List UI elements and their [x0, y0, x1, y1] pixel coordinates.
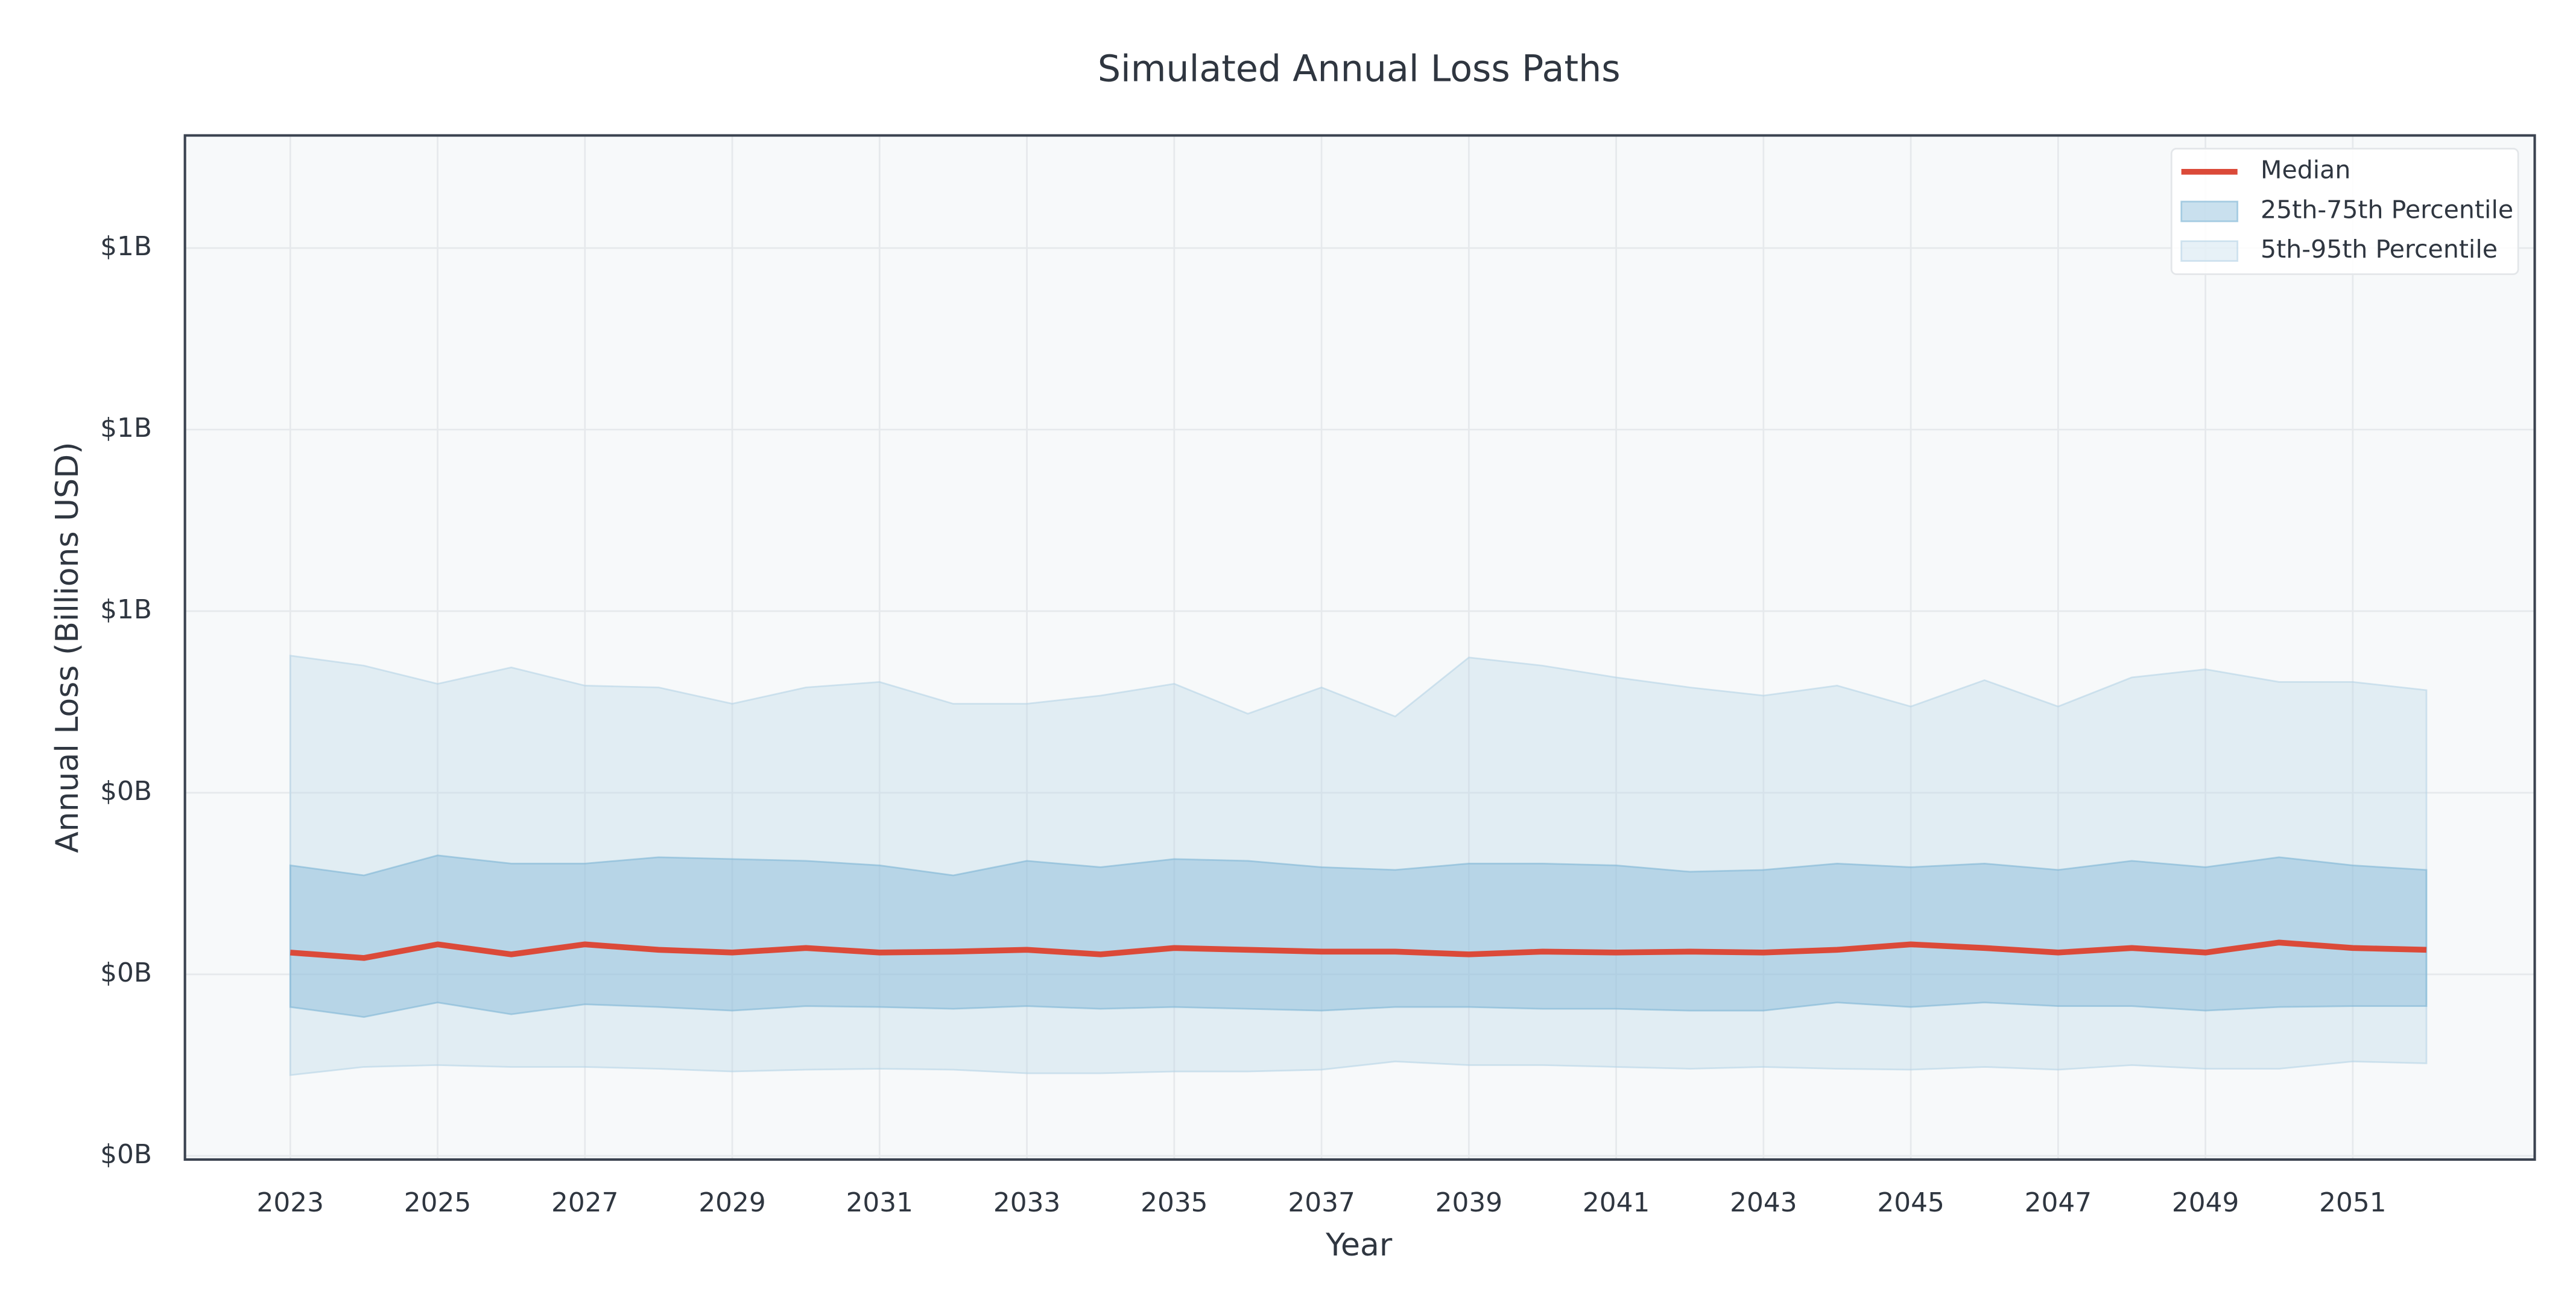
x-tick-label: 2041 — [1583, 1187, 1650, 1218]
legend: Median 25th-75th Percentile 5th-95th Perce… — [2170, 148, 2519, 275]
x-tick-label: 2037 — [1288, 1187, 1355, 1218]
plot-area — [185, 135, 2535, 1160]
x-tick-label: 2029 — [698, 1187, 765, 1218]
x-tick-label: 2027 — [551, 1187, 618, 1218]
x-tick-label: 2033 — [993, 1187, 1060, 1218]
legend-label: 25th-75th Percentile — [2261, 195, 2513, 224]
legend-box — [2170, 148, 2519, 275]
percentile-band — [289, 655, 2428, 1076]
legend-label: Median — [2261, 156, 2350, 185]
x-tick-label: 2031 — [846, 1187, 913, 1218]
y-tick-label: $0B — [100, 1139, 152, 1170]
x-tick-label: 2051 — [2319, 1187, 2386, 1218]
y-tick-label: $1B — [100, 594, 152, 625]
y-tick-label: $1B — [100, 413, 152, 443]
legend-swatch — [2180, 240, 2239, 262]
legend-swatch — [2180, 200, 2239, 223]
y-tick-label: $0B — [100, 957, 152, 988]
x-tick-label: 2025 — [404, 1187, 471, 1218]
plot-frame — [183, 134, 2536, 1161]
grid — [185, 135, 2535, 1160]
y-tick-label: $1B — [100, 231, 152, 262]
percentile-band — [289, 854, 2428, 1018]
x-tick-label: 2047 — [2025, 1187, 2092, 1218]
y-axis-label: Annual Loss (Billions USD) — [49, 442, 86, 853]
x-tick-label: 2035 — [1141, 1187, 1207, 1218]
x-tick-label: 2043 — [1730, 1187, 1797, 1218]
legend-label: 5th-95th Percentile — [2261, 235, 2498, 264]
y-tick-label: $0B — [100, 776, 152, 807]
x-tick-label: 2049 — [2172, 1187, 2239, 1218]
lines — [290, 939, 2427, 961]
x-axis-label: Year — [1325, 1227, 1393, 1263]
x-tick-label: 2023 — [257, 1187, 324, 1218]
x-tick-label: 2045 — [1877, 1187, 1944, 1218]
chart-title: Simulated Annual Loss Paths — [1098, 48, 1621, 90]
axes: $0B $0B $0B $1B $1B $1B 2023 2025 2027 2029 2031 20… — [100, 231, 2387, 1218]
x-tick-label: 2039 — [1435, 1187, 1502, 1218]
median-line — [290, 939, 2427, 961]
bands — [289, 655, 2428, 1076]
